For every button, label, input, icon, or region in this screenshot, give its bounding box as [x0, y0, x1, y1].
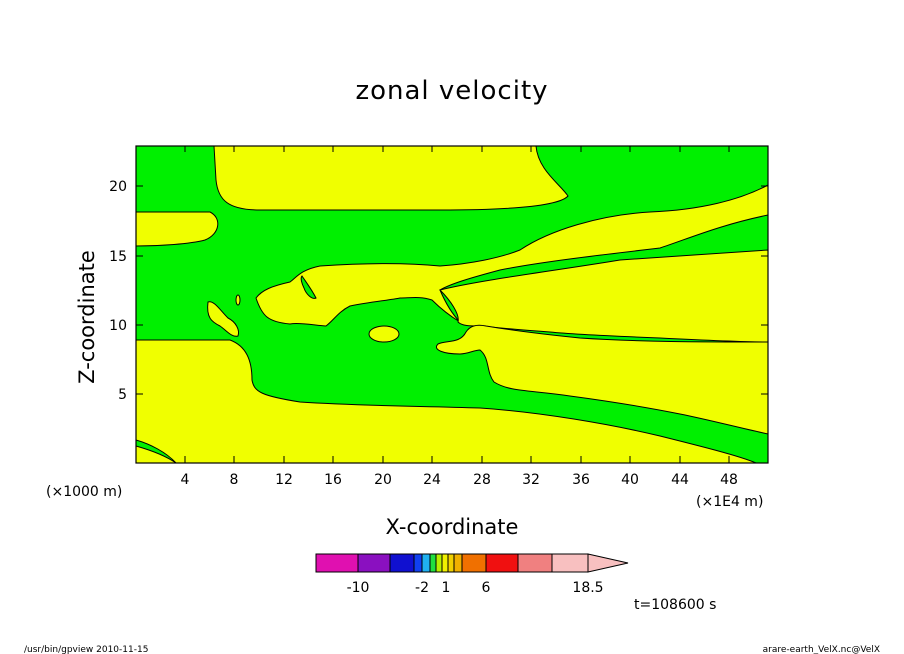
y-tick-labels: 5 10 15 20 — [109, 179, 127, 403]
colorbar-swatch — [441, 553, 449, 573]
islands — [207, 275, 400, 343]
y-axis-label: Z-coordinate — [75, 250, 99, 384]
y-tick-label: 10 — [109, 318, 127, 334]
x-tick-label: 20 — [374, 472, 392, 488]
yellow-island-20 — [368, 325, 400, 343]
colorbar-swatch — [485, 553, 519, 573]
x-ticks — [136, 146, 768, 463]
chart-title: zonal velocity — [355, 76, 549, 106]
y-tick-label: 5 — [118, 387, 127, 403]
x-tick-label: 4 — [181, 472, 190, 488]
colorbar-swatch — [315, 553, 359, 573]
colorbar-label: 18.5 — [572, 580, 603, 596]
x-tick-label: 40 — [621, 472, 639, 488]
yellow-region-right — [439, 249, 769, 343]
plot-frame — [135, 145, 769, 464]
y-tick-label: 20 — [109, 179, 127, 195]
colorbar-labels: -10 -2 1 6 18.5 — [347, 580, 604, 596]
yellow-region-right-lower — [436, 324, 769, 435]
x-tick-label: 48 — [720, 472, 738, 488]
green-island-14 — [300, 275, 317, 299]
colorbar-swatch — [551, 553, 589, 573]
x-tick-label: 36 — [572, 472, 590, 488]
colorbar-swatch — [517, 553, 553, 573]
footer-right: arare-earth_VelX.nc@VelX — [763, 645, 880, 654]
colorbar-swatch — [413, 553, 423, 573]
colorbar-label: -10 — [347, 580, 370, 596]
colorbar-label: 6 — [482, 580, 491, 596]
time-label: t=108600 s — [634, 597, 716, 613]
x-tick-label: 24 — [423, 472, 441, 488]
colorbar-label: -2 — [415, 580, 429, 596]
yellow-island-6 — [207, 301, 239, 337]
colorbar-swatch — [447, 553, 455, 573]
colorbar-label: 1 — [442, 580, 451, 596]
yellow-island-8 — [235, 294, 241, 306]
x-axis-label: X-coordinate — [385, 515, 519, 539]
colorbar-swatch — [435, 553, 443, 573]
x-tick-labels: 4 8 12 16 20 24 28 32 36 40 44 48 — [181, 472, 738, 488]
x-tick-label: 12 — [275, 472, 293, 488]
colorbar — [315, 553, 629, 573]
x-tick-label: 44 — [671, 472, 689, 488]
colorbar-swatch — [357, 553, 391, 573]
x-tick-label: 16 — [324, 472, 342, 488]
y-tick-label: 15 — [109, 249, 127, 265]
yellow-region-top — [213, 145, 569, 211]
colorbar-swatch — [461, 553, 487, 573]
colorbar-swatch — [429, 553, 437, 573]
colorbar-swatch — [421, 553, 431, 573]
x-tick-label: 32 — [522, 472, 540, 488]
x-unit-left: (×1000 m) — [46, 484, 122, 500]
yellow-region-left-tongue — [135, 211, 219, 247]
footer-left: /usr/bin/gpview 2010-11-15 — [24, 645, 148, 654]
yellow-region-middle — [255, 184, 769, 327]
colorbar-swatch — [453, 553, 463, 573]
yellow-regions — [135, 145, 769, 464]
x-unit-right: (×1E4 m) — [696, 494, 763, 510]
x-tick-label: 8 — [230, 472, 239, 488]
x-tick-label: 28 — [473, 472, 491, 488]
colorbar-extend-arrow — [587, 553, 629, 573]
colorbar-swatch — [389, 553, 415, 573]
